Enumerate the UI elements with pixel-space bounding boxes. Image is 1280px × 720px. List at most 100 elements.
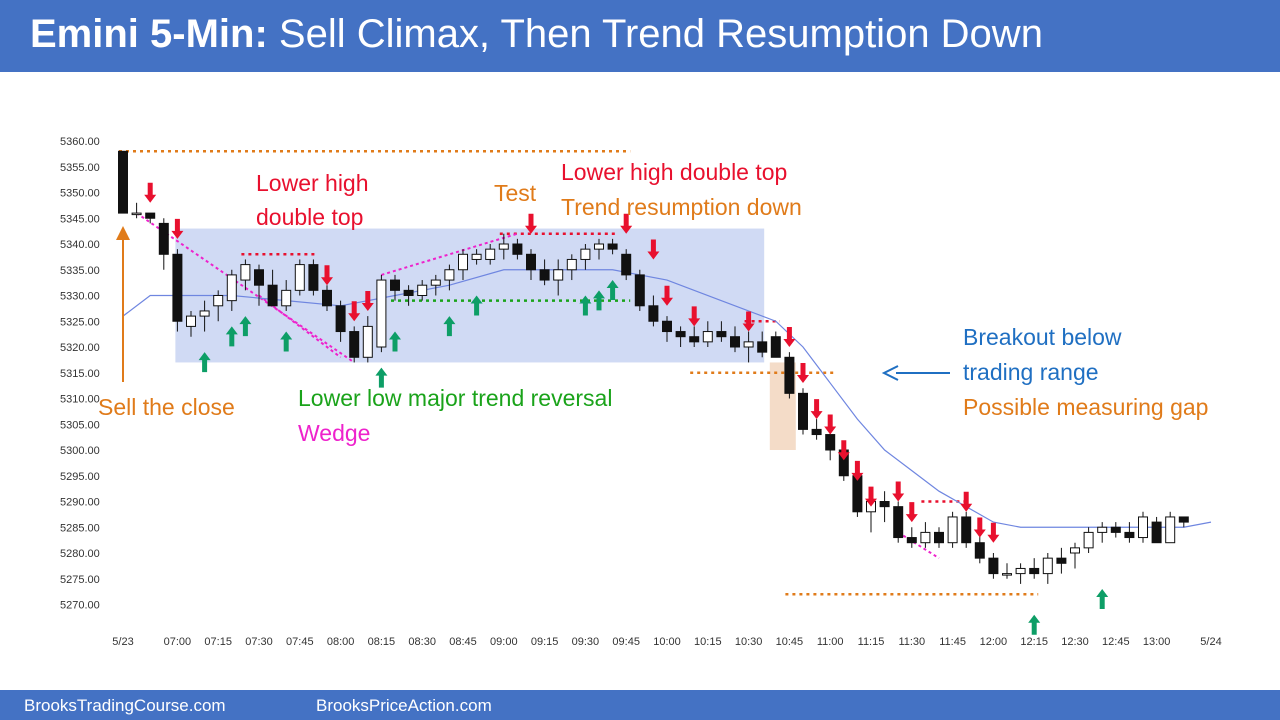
sell-arrow <box>797 363 809 384</box>
x-tick-label: 07:15 <box>204 636 232 648</box>
candle-body <box>1070 547 1080 554</box>
y-tick-label: 5335.00 <box>60 265 100 277</box>
sell-arrow <box>525 213 537 234</box>
candle-body <box>1083 531 1094 549</box>
y-tick-label: 5345.00 <box>60 213 100 225</box>
candle-body <box>716 331 727 338</box>
buy-arrow <box>280 331 293 352</box>
buy-arrow <box>198 352 211 373</box>
candle-body <box>1056 557 1067 564</box>
candle-body <box>376 279 387 348</box>
candle-body <box>852 475 863 513</box>
x-tick-label: 09:15 <box>531 636 559 648</box>
x-tick-label: 08:45 <box>449 636 477 648</box>
buy-arrow <box>239 316 252 337</box>
candle-body <box>879 501 890 508</box>
sell-arrow <box>647 239 660 260</box>
candle-body <box>1002 573 1012 576</box>
x-tick-label: 12:45 <box>1102 636 1130 648</box>
annotation-measuring-gap: Possible measuring gap <box>963 394 1209 420</box>
candle-body <box>226 274 237 302</box>
candle-body <box>240 264 251 281</box>
x-tick-label: 09:45 <box>612 636 640 648</box>
y-tick-label: 5290.00 <box>60 497 100 509</box>
buy-arrow <box>1028 614 1041 635</box>
candle-body <box>553 269 564 281</box>
sell-arrow <box>851 460 864 481</box>
x-tick-label: 12:15 <box>1020 636 1048 648</box>
footer-link-priceaction[interactable]: BrooksPriceAction.com <box>316 696 492 715</box>
sell-close-arrowhead <box>116 226 130 240</box>
annotation-wedge: Wedge <box>298 420 371 446</box>
y-tick-label: 5300.00 <box>60 445 100 457</box>
annotation-lower-high-double-top: Lower high double top <box>561 159 788 185</box>
candle-body <box>1097 526 1108 533</box>
x-tick-label: 10:00 <box>653 636 681 648</box>
y-tick-label: 5275.00 <box>60 574 100 586</box>
sell-arrow <box>171 218 184 239</box>
footer-link-course[interactable]: BrooksTradingCourse.com <box>24 696 226 715</box>
candle-body <box>349 331 360 358</box>
candle-body <box>403 289 414 297</box>
candle-body <box>322 289 332 307</box>
candle-body <box>961 516 972 544</box>
candle-body <box>947 516 958 544</box>
x-tick-label: 08:00 <box>327 636 355 648</box>
y-tick-label: 5325.00 <box>60 316 100 328</box>
candle-body <box>199 310 210 317</box>
candle-body <box>702 331 713 343</box>
candle-body <box>730 336 740 348</box>
sell-arrow <box>742 311 755 332</box>
sell-arrow <box>810 399 823 420</box>
candle-body <box>539 269 550 281</box>
candle-body <box>811 428 822 436</box>
sell-arrow <box>783 327 796 347</box>
candle-body <box>186 315 196 327</box>
annotation-lower-high: Lower high <box>256 170 369 196</box>
annotation-breakout-below: Breakout below <box>963 324 1122 350</box>
x-tick-label: 11:15 <box>858 636 885 648</box>
buy-arrow <box>606 280 619 301</box>
title-rest: Sell Climax, Then Trend Resumption Down <box>267 12 1043 56</box>
x-tick-label: 13:00 <box>1143 636 1171 648</box>
candle-body <box>158 222 169 255</box>
x-tick-label: 07:00 <box>164 636 192 648</box>
y-tick-label: 5315.00 <box>60 368 100 380</box>
x-tick-label: 11:30 <box>898 636 925 648</box>
candle-body <box>1110 526 1121 533</box>
slide-title: Emini 5-Min: Sell Climax, Then Trend Res… <box>30 12 1043 57</box>
wedge-line <box>258 294 342 359</box>
x-tick-label: 07:30 <box>245 636 273 648</box>
y-tick-label: 5320.00 <box>60 342 100 354</box>
candle-body <box>1042 557 1053 575</box>
candle-body <box>430 279 441 286</box>
x-tick-label: 12:00 <box>980 636 1008 648</box>
candle-body <box>770 336 781 358</box>
buy-arrow <box>225 326 238 347</box>
candle-body <box>580 248 591 260</box>
y-tick-label: 5295.00 <box>60 471 100 483</box>
candle-body <box>662 320 672 333</box>
candle-body <box>988 557 999 575</box>
x-tick-label: 11:45 <box>939 636 966 648</box>
candle-body <box>444 269 455 281</box>
x-tick-label: 08:30 <box>408 636 436 648</box>
candle-body <box>634 274 645 307</box>
candle-body <box>1165 516 1176 544</box>
candle-body <box>294 264 305 291</box>
x-tick-label: 08:15 <box>368 636 396 648</box>
candle-body <box>512 243 523 255</box>
title-bar: Emini 5-Min: Sell Climax, Then Trend Res… <box>0 0 1280 72</box>
buy-arrow <box>1096 589 1109 610</box>
candlestick-chart: 5360.00 5355.00 5350.00 5345.00 5340.00 5335.… <box>60 136 1222 648</box>
buy-arrow <box>443 316 456 337</box>
buy-arrow <box>593 290 605 311</box>
x-tick-label: 10:30 <box>735 636 763 648</box>
sell-arrow <box>892 481 905 502</box>
annotation-trading-range: trading range <box>963 359 1099 385</box>
annotation-lower-low-trend-reversal: Lower low major trend reversal <box>298 385 613 411</box>
y-tick-label: 5310.00 <box>60 394 100 406</box>
buy-arrow <box>579 295 592 316</box>
candle-body <box>798 392 808 430</box>
buy-arrow <box>375 367 388 388</box>
